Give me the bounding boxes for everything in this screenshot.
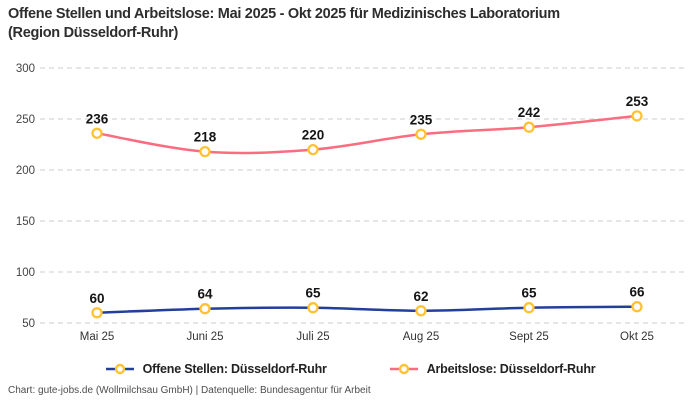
data-point-label: 64 — [197, 287, 213, 302]
data-point-marker-arbeitslose — [631, 110, 643, 122]
data-point-label: 218 — [194, 130, 217, 145]
data-point-marker-offene-stellen — [415, 305, 427, 317]
x-axis-tick-label: Juni 25 — [186, 331, 223, 343]
y-axis-tick-label: 250 — [16, 114, 35, 126]
data-point-label: 65 — [305, 286, 321, 301]
legend-item-offene-stellen: Offene Stellen: Düsseldorf-Ruhr — [105, 362, 327, 376]
legend-marker-offene-stellen-icon — [105, 363, 134, 375]
data-point-marker-offene-stellen — [199, 303, 211, 315]
data-point-marker-arbeitslose — [415, 128, 427, 140]
data-point-marker-offene-stellen — [631, 301, 643, 313]
data-point-label: 66 — [629, 285, 645, 300]
y-axis-tick-label: 300 — [16, 63, 35, 75]
data-point-marker-arbeitslose — [523, 121, 535, 133]
data-point-marker-arbeitslose — [199, 145, 211, 158]
x-axis-tick-label: Sept 25 — [509, 331, 549, 343]
y-axis-tick-label: 50 — [22, 318, 35, 330]
series-line-arbeitslose — [95, 114, 639, 155]
x-axis-tick-label: Mai 25 — [80, 331, 115, 343]
chart-title-line2: (Region Düsseldorf-Ruhr) — [8, 25, 179, 41]
y-axis-tick-label: 150 — [16, 216, 35, 228]
legend-label-offene-stellen: Offene Stellen: Düsseldorf-Ruhr — [142, 362, 327, 376]
x-axis-tick-label: Aug 25 — [403, 331, 439, 343]
data-point-label: 220 — [302, 128, 325, 143]
data-point-marker-offene-stellen — [91, 307, 103, 319]
series-line-offene-stellen — [95, 305, 639, 315]
data-point-label: 62 — [413, 289, 428, 304]
chart-legend: Offene Stellen: Düsseldorf-Ruhr Arbeitsl… — [0, 362, 700, 376]
data-point-label: 236 — [86, 111, 109, 126]
data-point-marker-arbeitslose — [307, 143, 319, 156]
line-chart-plot-area: 300 250 200 150 100 50 Mai 25 Juni 25 Juli 25 Aug… — [16, 63, 688, 343]
data-point-marker-arbeitslose — [91, 127, 103, 139]
data-point-marker-offene-stellen — [307, 302, 319, 314]
x-axis-tick-label: Juli 25 — [296, 331, 329, 343]
legend-item-arbeitslose: Arbeitslose: Düsseldorf-Ruhr — [389, 362, 596, 376]
chart-attribution: Chart: gute-jobs.de (Wollmilchsau GmbH) … — [8, 385, 371, 396]
chart-title: Offene Stellen und Arbeitslose: Mai 2025… — [8, 5, 560, 43]
data-point-label: 60 — [89, 291, 104, 306]
y-axis-tick-label: 100 — [16, 267, 35, 279]
data-point-label: 253 — [626, 94, 649, 109]
data-point-label: 242 — [518, 105, 541, 120]
legend-label-arbeitslose: Arbeitslose: Düsseldorf-Ruhr — [426, 362, 596, 376]
y-axis-tick-label: 200 — [16, 165, 35, 177]
data-point-label: 235 — [410, 112, 433, 127]
chart-title-line1: Offene Stellen und Arbeitslose: Mai 2025… — [8, 6, 560, 22]
data-point-marker-offene-stellen — [523, 302, 535, 314]
legend-marker-arbeitslose-icon — [389, 363, 418, 375]
x-axis-tick-label: Okt 25 — [620, 331, 654, 343]
data-point-label: 65 — [521, 286, 537, 301]
